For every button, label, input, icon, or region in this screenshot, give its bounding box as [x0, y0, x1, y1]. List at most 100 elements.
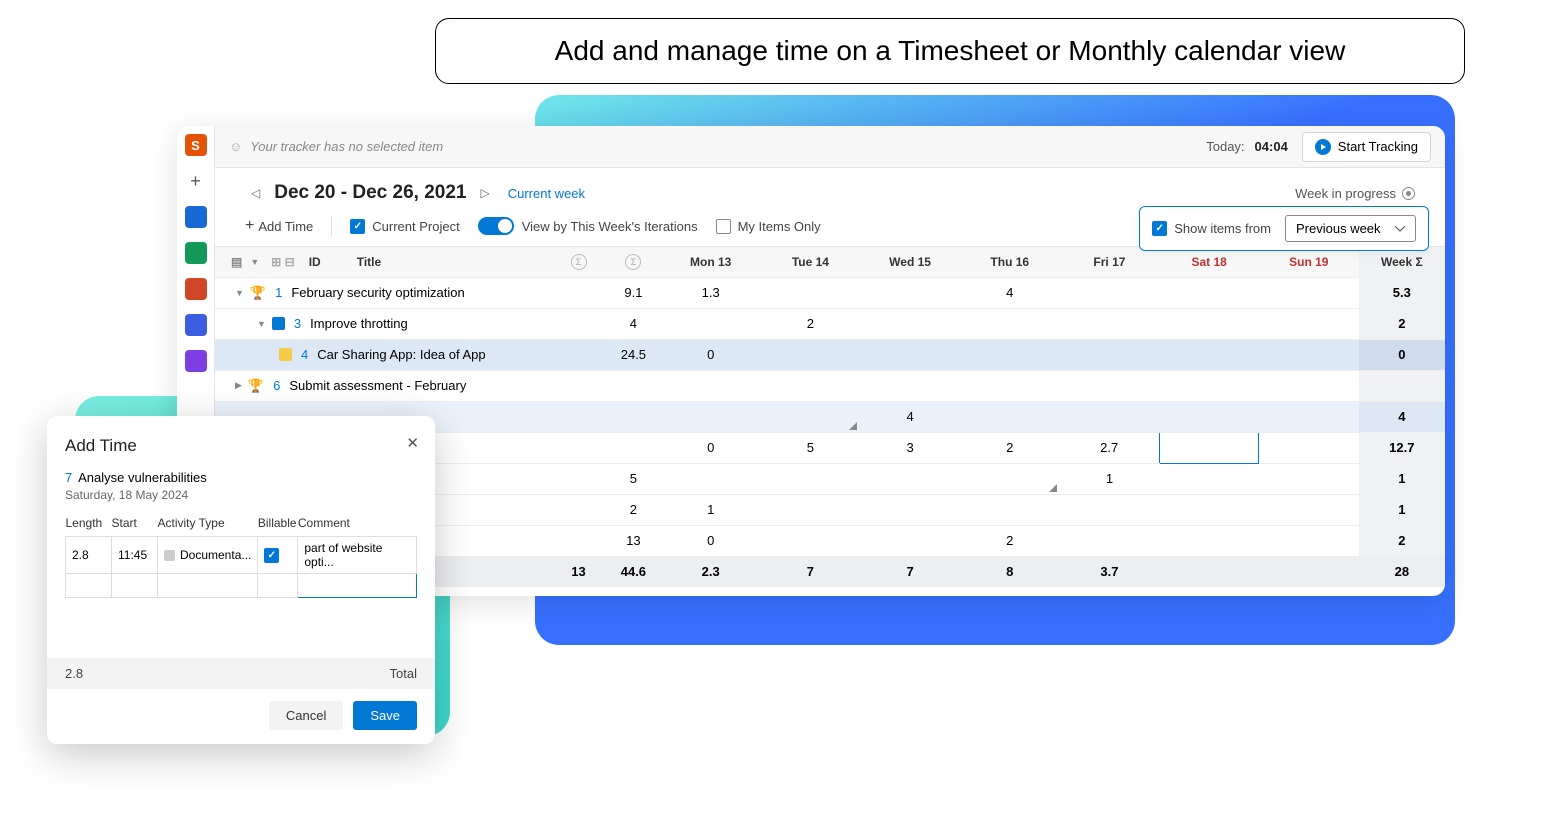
view-by-toggle[interactable]: View by This Week's Iterations	[478, 217, 698, 235]
activity-input[interactable]	[158, 574, 258, 598]
day-cell[interactable]	[1259, 308, 1359, 339]
start-tracking-button[interactable]: Start Tracking	[1302, 132, 1431, 162]
collapse-icon[interactable]: ▼	[235, 288, 244, 298]
day-cell[interactable]: 1	[1060, 463, 1160, 494]
add-time-button[interactable]: + Add Time	[245, 217, 313, 235]
present-icon[interactable]	[185, 278, 207, 300]
chevron-down-icon[interactable]: ▼	[250, 257, 259, 267]
day-cell[interactable]	[1060, 494, 1160, 525]
day-cell[interactable]	[860, 463, 960, 494]
day-cell[interactable]	[761, 370, 861, 401]
day-cell[interactable]	[1060, 308, 1160, 339]
day-cell[interactable]	[1259, 277, 1359, 308]
row-title[interactable]: ▼ 🏆 1 February security optimization	[225, 278, 551, 308]
day-cell[interactable]	[860, 370, 960, 401]
flask-icon[interactable]	[185, 350, 207, 372]
day-cell[interactable]	[1159, 401, 1259, 432]
start-input[interactable]	[112, 574, 158, 598]
day-cell[interactable]	[1259, 401, 1359, 432]
current-week-link[interactable]: Current week	[508, 186, 585, 201]
billable-input[interactable]	[258, 574, 298, 598]
save-button[interactable]: Save	[353, 701, 417, 730]
row-title[interactable]: ▼ 3 Improve throtting	[225, 309, 551, 339]
day-cell[interactable]	[960, 463, 1060, 494]
grid-icon[interactable]: ▤	[231, 255, 242, 269]
puzzle-icon[interactable]	[185, 314, 207, 336]
billable-cell[interactable]	[258, 537, 298, 574]
day-cell[interactable]	[661, 401, 761, 432]
close-icon[interactable]: ✕	[406, 434, 419, 452]
show-items-dropdown[interactable]: Previous week	[1285, 215, 1416, 242]
next-week-arrow[interactable]: ▷	[474, 186, 495, 200]
day-cell[interactable]: 0	[661, 432, 761, 463]
day-cell[interactable]	[661, 463, 761, 494]
day-cell[interactable]	[1060, 370, 1160, 401]
day-cell[interactable]	[661, 370, 761, 401]
day-cell[interactable]	[761, 339, 861, 370]
length-input[interactable]	[66, 574, 112, 598]
day-cell[interactable]	[1159, 432, 1259, 463]
activity-cell[interactable]: Documenta...	[158, 537, 258, 574]
cancel-button[interactable]: Cancel	[269, 701, 343, 730]
day-cell[interactable]	[860, 277, 960, 308]
day-cell[interactable]: 0	[661, 339, 761, 370]
day-cell[interactable]: 2	[761, 308, 861, 339]
start-cell[interactable]: 11:45	[112, 537, 158, 574]
day-cell[interactable]	[960, 308, 1060, 339]
day-cell[interactable]	[1259, 463, 1359, 494]
day-cell[interactable]: 2.7	[1060, 432, 1160, 463]
day-cell[interactable]	[1060, 525, 1160, 556]
day-cell[interactable]	[1159, 277, 1259, 308]
day-cell[interactable]: 4	[960, 277, 1060, 308]
collapse-icon[interactable]: ▼	[257, 319, 266, 329]
day-cell[interactable]	[1060, 277, 1160, 308]
day-cell[interactable]	[1159, 308, 1259, 339]
day-cell[interactable]	[960, 339, 1060, 370]
day-cell[interactable]	[1259, 432, 1359, 463]
day-cell[interactable]	[1060, 339, 1160, 370]
add-icon[interactable]: +	[185, 170, 207, 192]
board-icon[interactable]	[185, 242, 207, 264]
day-cell[interactable]: 2	[960, 525, 1060, 556]
day-cell[interactable]: 2	[960, 432, 1060, 463]
day-cell[interactable]	[860, 525, 960, 556]
day-cell[interactable]	[1159, 339, 1259, 370]
comment-input[interactable]	[298, 574, 417, 598]
day-cell[interactable]: 1	[661, 494, 761, 525]
day-cell[interactable]	[860, 308, 960, 339]
day-cell[interactable]	[761, 463, 861, 494]
day-cell[interactable]	[761, 401, 861, 432]
day-cell[interactable]	[1159, 494, 1259, 525]
day-cell[interactable]	[1259, 370, 1359, 401]
day-cell[interactable]	[1159, 370, 1259, 401]
app-logo[interactable]: S	[185, 134, 207, 156]
day-cell[interactable]	[1259, 494, 1359, 525]
day-cell[interactable]: 5	[761, 432, 861, 463]
day-cell[interactable]	[661, 308, 761, 339]
day-cell[interactable]	[960, 370, 1060, 401]
expand-icon[interactable]: ▶	[235, 380, 242, 391]
comment-cell[interactable]: part of website opti...	[298, 537, 417, 574]
day-cell[interactable]	[1259, 339, 1359, 370]
length-cell[interactable]: 2.8	[66, 537, 112, 574]
my-items-checkbox[interactable]: My Items Only	[716, 219, 821, 234]
show-items-checkbox[interactable]: Show items from	[1152, 221, 1271, 236]
chart-icon[interactable]	[185, 206, 207, 228]
row-title[interactable]: ▶ 🏆 6 Submit assessment - February	[225, 371, 551, 401]
current-project-checkbox[interactable]: Current Project	[350, 219, 459, 234]
day-cell[interactable]	[761, 277, 861, 308]
day-cell[interactable]	[960, 494, 1060, 525]
day-cell[interactable]	[1159, 463, 1259, 494]
day-cell[interactable]: 1.3	[661, 277, 761, 308]
day-cell[interactable]	[1159, 525, 1259, 556]
day-cell[interactable]: 4	[860, 401, 960, 432]
prev-week-arrow[interactable]: ◁	[245, 186, 266, 200]
day-cell[interactable]	[960, 401, 1060, 432]
day-cell[interactable]	[860, 339, 960, 370]
day-cell[interactable]	[761, 525, 861, 556]
day-cell[interactable]: 3	[860, 432, 960, 463]
day-cell[interactable]	[1060, 401, 1160, 432]
row-title[interactable]: 4 Car Sharing App: Idea of App	[225, 340, 551, 370]
day-cell[interactable]	[1259, 525, 1359, 556]
day-cell[interactable]	[860, 494, 960, 525]
